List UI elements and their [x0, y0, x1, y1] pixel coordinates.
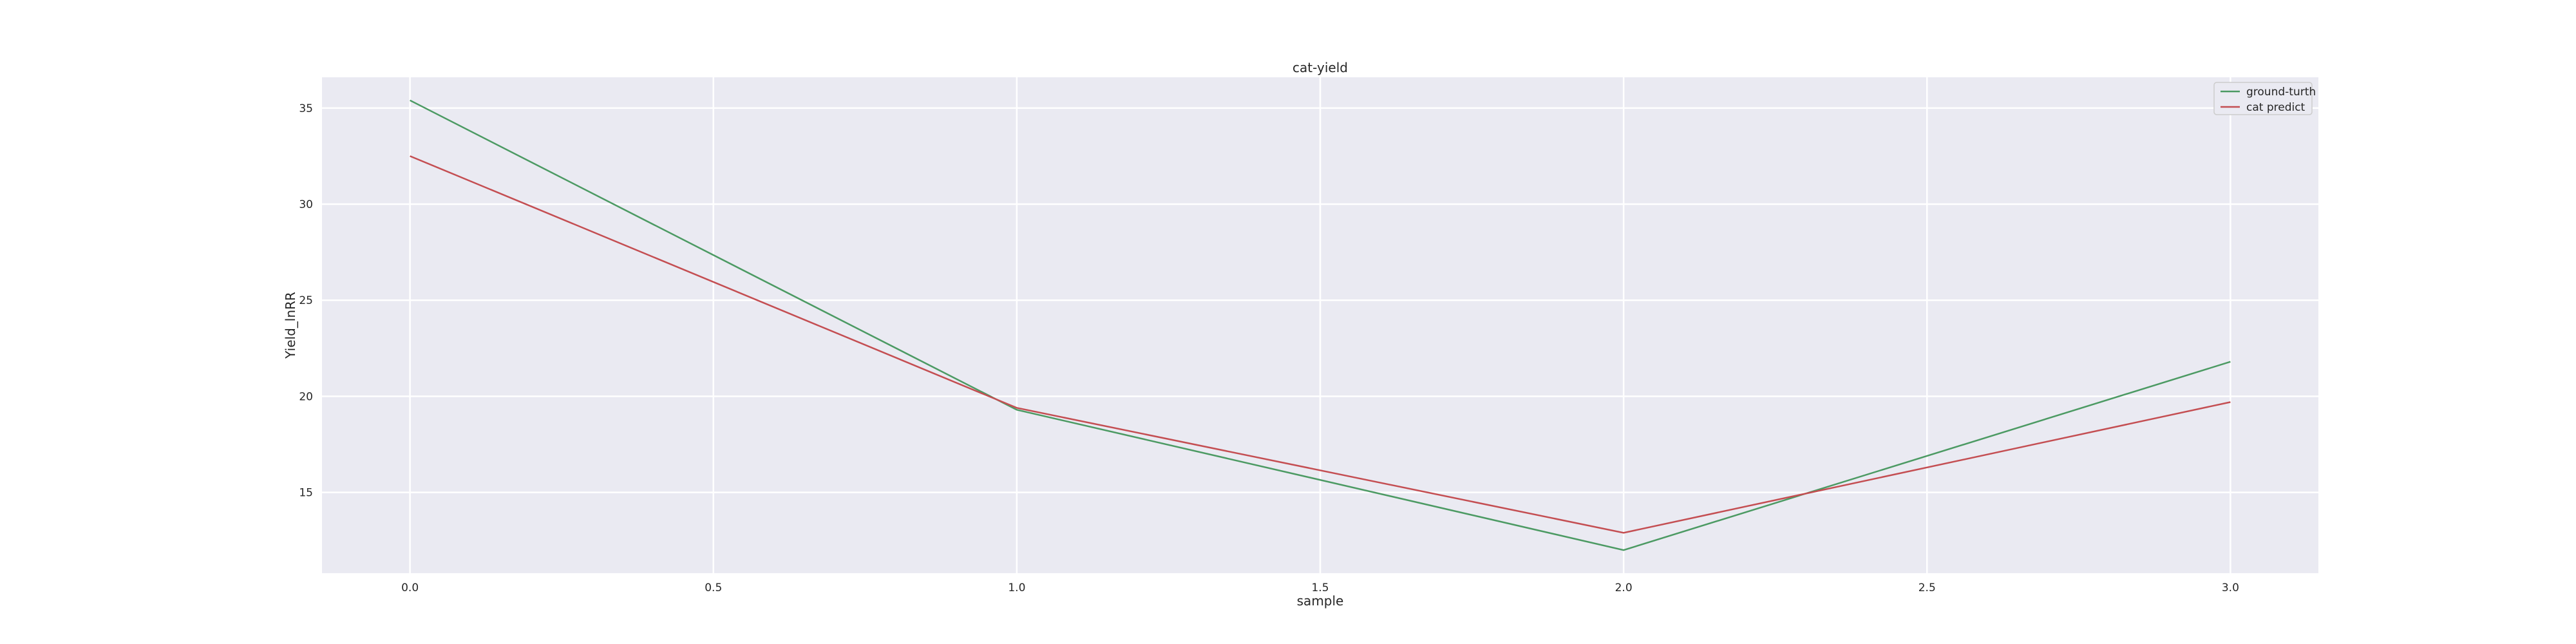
y-tick-label: 25 [299, 294, 313, 307]
x-tick-label: 0.5 [705, 582, 722, 594]
x-tick-labels: 0.0 0.5 1.0 1.5 2.0 2.5 3.0 [401, 582, 2239, 594]
x-axis-title: sample [1297, 593, 1344, 609]
y-tick-label: 35 [299, 102, 313, 115]
series-lines [410, 99, 2231, 551]
y-axis-title: Yield_lnRR [283, 292, 298, 359]
x-tick-label: 2.5 [1918, 582, 1936, 594]
y-tick-labels: 15 20 25 30 35 [299, 102, 313, 500]
legend: ground-turth cat predict [2213, 82, 2316, 115]
y-tick-label: 15 [299, 487, 313, 500]
x-tick-label: 1.0 [1008, 582, 1025, 594]
x-tick-label: 1.5 [1311, 582, 1329, 594]
x-tick-label: 2.0 [1615, 582, 1633, 594]
legend-label: cat predict [2246, 101, 2306, 114]
y-tick-label: 30 [299, 198, 313, 211]
y-tick-label: 20 [299, 390, 313, 403]
series-line-ground-turth [410, 99, 2231, 551]
series-line-cat-predict [410, 155, 2231, 534]
legend-label: ground-turth [2246, 86, 2316, 99]
x-tick-label: 3.0 [2222, 582, 2239, 594]
chart-title: cat-yield [1293, 60, 1348, 75]
x-tick-label: 0.0 [401, 582, 419, 594]
grid [322, 77, 2318, 573]
